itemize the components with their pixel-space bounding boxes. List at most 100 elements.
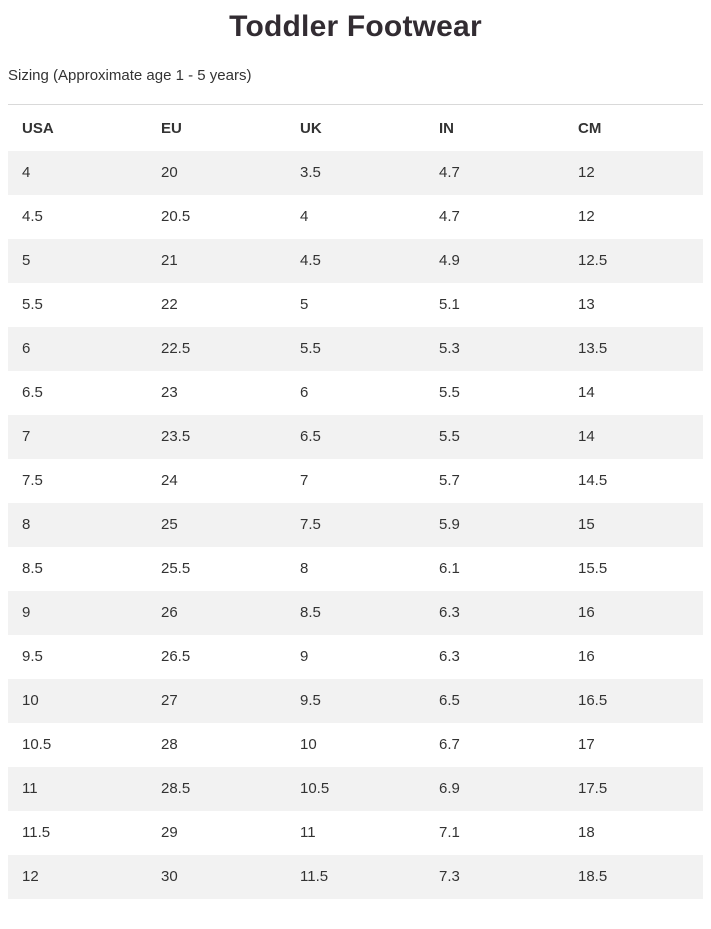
table-cell: 27 bbox=[161, 692, 178, 709]
table-cell: 4.5 bbox=[300, 252, 321, 269]
page-title: Toddler Footwear bbox=[229, 10, 482, 43]
table-cell: 26 bbox=[161, 604, 178, 621]
table-cell: 5.9 bbox=[439, 516, 460, 533]
table-cell: 25 bbox=[161, 516, 178, 533]
table-cell: 22.5 bbox=[161, 340, 191, 357]
table-row: 6 22.5 5.5 5.3 13.5 bbox=[8, 327, 703, 371]
table-cell: 3.5 bbox=[300, 164, 321, 181]
table-cell: 24 bbox=[161, 472, 178, 489]
table-row: 6.5 23 6 5.5 14 bbox=[8, 371, 703, 415]
table-row: 5 21 4.5 4.9 12.5 bbox=[8, 239, 703, 283]
table-cell: 5 bbox=[300, 296, 309, 313]
table-cell: 18.5 bbox=[578, 868, 608, 885]
table-row: 10 27 9.5 6.5 16.5 bbox=[8, 679, 703, 723]
table-cell: 7.3 bbox=[439, 868, 460, 885]
table-cell: 25.5 bbox=[161, 560, 191, 577]
table-row: 12 30 11.5 7.3 18.5 bbox=[8, 855, 703, 899]
size-table: USA EU UK IN CM 4 20 3.5 4.7 12 4.5 20.5 4 4.7 12 5 21 4… bbox=[8, 104, 703, 899]
table-cell: 6.5 bbox=[300, 428, 321, 445]
table-cell: 23 bbox=[161, 384, 178, 401]
table-cell: 22 bbox=[161, 296, 178, 313]
table-row: 7.5 24 7 5.7 14.5 bbox=[8, 459, 703, 503]
table-cell: 9.5 bbox=[22, 648, 43, 665]
table-cell: 6.3 bbox=[439, 648, 460, 665]
table-cell: 11.5 bbox=[22, 824, 51, 841]
table-row: 4 20 3.5 4.7 12 bbox=[8, 151, 703, 195]
table-cell: 12.5 bbox=[578, 252, 608, 269]
table-cell: 4.9 bbox=[439, 252, 460, 269]
table-cell: 13 bbox=[578, 296, 595, 313]
table-header-row: USA EU UK IN CM bbox=[8, 105, 703, 152]
column-header-eu: EU bbox=[161, 120, 182, 137]
table-cell: 28.5 bbox=[161, 780, 191, 797]
column-header-cm: CM bbox=[578, 120, 602, 137]
table-cell: 7.1 bbox=[439, 824, 460, 841]
table-cell: 4.5 bbox=[22, 208, 43, 225]
table-cell: 16 bbox=[578, 648, 595, 665]
table-cell: 10 bbox=[300, 736, 317, 753]
table-cell: 6.7 bbox=[439, 736, 460, 753]
column-header-uk: UK bbox=[300, 120, 322, 137]
table-row: 9 26 8.5 6.3 16 bbox=[8, 591, 703, 635]
column-header-in: IN bbox=[439, 120, 454, 137]
table-cell: 16.5 bbox=[578, 692, 608, 709]
table-cell: 11 bbox=[300, 824, 316, 841]
table-cell: 8.5 bbox=[300, 604, 321, 621]
size-table-body: 4 20 3.5 4.7 12 4.5 20.5 4 4.7 12 5 21 4.5 4.9 12.5 5.5… bbox=[8, 151, 703, 899]
table-cell: 14 bbox=[578, 428, 595, 445]
table-row: 4.5 20.5 4 4.7 12 bbox=[8, 195, 703, 239]
table-cell: 5.7 bbox=[439, 472, 460, 489]
table-row: 11 28.5 10.5 6.9 17.5 bbox=[8, 767, 703, 811]
table-cell: 7 bbox=[22, 428, 31, 445]
table-cell: 12 bbox=[578, 208, 595, 225]
table-cell: 8.5 bbox=[22, 560, 43, 577]
table-cell: 7 bbox=[300, 472, 309, 489]
table-row: 7 23.5 6.5 5.5 14 bbox=[8, 415, 703, 459]
table-row: 9.5 26.5 9 6.3 16 bbox=[8, 635, 703, 679]
table-cell: 11 bbox=[22, 780, 38, 797]
table-cell: 4.7 bbox=[439, 164, 460, 181]
table-cell: 9 bbox=[22, 604, 31, 621]
table-cell: 14.5 bbox=[578, 472, 608, 489]
table-cell: 23.5 bbox=[161, 428, 191, 445]
table-cell: 16 bbox=[578, 604, 595, 621]
table-cell: 4 bbox=[300, 208, 309, 225]
table-cell: 4.7 bbox=[439, 208, 460, 225]
table-cell: 10 bbox=[22, 692, 39, 709]
table-cell: 6.5 bbox=[439, 692, 460, 709]
table-cell: 15.5 bbox=[578, 560, 608, 577]
table-cell: 6.9 bbox=[439, 780, 460, 797]
table-cell: 15 bbox=[578, 516, 595, 533]
table-cell: 6 bbox=[22, 340, 31, 357]
table-row: 8 25 7.5 5.9 15 bbox=[8, 503, 703, 547]
table-cell: 12 bbox=[578, 164, 595, 181]
table-cell: 6 bbox=[300, 384, 309, 401]
table-cell: 5.1 bbox=[439, 296, 460, 313]
table-cell: 21 bbox=[161, 252, 178, 269]
table-cell: 9 bbox=[300, 648, 309, 665]
table-row: 8.5 25.5 8 6.1 15.5 bbox=[8, 547, 703, 591]
table-cell: 6.3 bbox=[439, 604, 460, 621]
table-cell: 28 bbox=[161, 736, 178, 753]
table-cell: 26.5 bbox=[161, 648, 191, 665]
table-cell: 5.5 bbox=[22, 296, 43, 313]
table-cell: 6.5 bbox=[22, 384, 43, 401]
table-cell: 29 bbox=[161, 824, 178, 841]
table-cell: 5.5 bbox=[439, 384, 460, 401]
table-cell: 7.5 bbox=[22, 472, 43, 489]
table-cell: 14 bbox=[578, 384, 595, 401]
page-subtitle: Sizing (Approximate age 1 - 5 years) bbox=[8, 67, 252, 84]
table-row: 5.5 22 5 5.1 13 bbox=[8, 283, 703, 327]
table-cell: 17.5 bbox=[578, 780, 608, 797]
table-cell: 5.5 bbox=[300, 340, 321, 357]
table-cell: 20 bbox=[161, 164, 178, 181]
column-header-usa: USA bbox=[22, 120, 54, 137]
table-cell: 8 bbox=[300, 560, 309, 577]
table-cell: 12 bbox=[22, 868, 39, 885]
table-cell: 20.5 bbox=[161, 208, 191, 225]
table-cell: 9.5 bbox=[300, 692, 321, 709]
size-table-head: USA EU UK IN CM bbox=[8, 105, 703, 152]
table-cell: 6.1 bbox=[439, 560, 460, 577]
table-cell: 8 bbox=[22, 516, 31, 533]
